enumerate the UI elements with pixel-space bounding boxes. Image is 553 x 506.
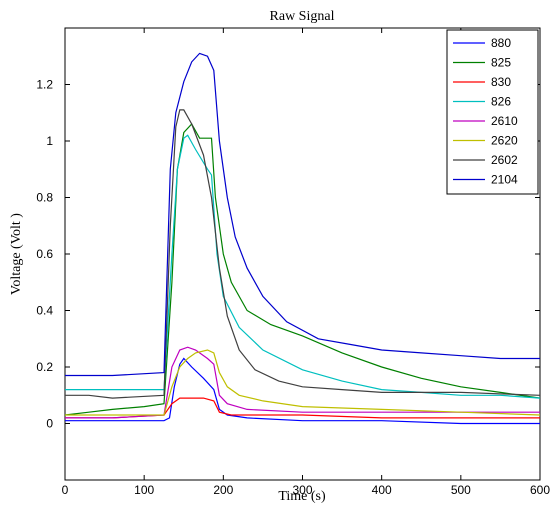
y-tick-label: 0.2: [36, 360, 53, 374]
legend: 880 825 830 826 2610 2620 2602 2104: [446, 29, 539, 195]
series-line-826: [65, 134, 541, 399]
series-line-880: [65, 357, 540, 425]
y-axis-ticks: 0 0.2 0.4 0.6 0.8 1 1.2: [36, 78, 540, 431]
x-tick-label: 0: [62, 483, 69, 497]
legend-box: [446, 29, 539, 195]
legend-label: 2610: [491, 114, 518, 128]
series-line-830: [65, 397, 540, 419]
legend-label: 880: [491, 36, 511, 50]
y-tick-label: 0.8: [36, 191, 53, 205]
legend-label: 2602: [491, 153, 518, 167]
legend-label: 826: [491, 95, 511, 109]
series-line-825: [64, 122, 541, 416]
y-tick-label: 0: [46, 417, 53, 431]
legend-label: 2620: [491, 134, 518, 148]
x-tick-label: 200: [213, 483, 233, 497]
x-tick-label: 400: [372, 483, 392, 497]
series-line-2610: [65, 346, 540, 419]
x-axis-ticks: 0 100 200 300 400 500 600: [62, 28, 550, 497]
series-line-2620: [65, 349, 541, 416]
y-axis-label: Voltage (Volt ): [9, 213, 24, 295]
x-tick-label: 500: [451, 483, 471, 497]
legend-label: 2104: [491, 173, 518, 187]
y-tick-label: 1: [46, 134, 53, 148]
legend-label: 830: [491, 75, 511, 89]
chart-title: Raw Signal: [270, 9, 335, 24]
series-line-2104: [65, 52, 540, 377]
y-tick-label: 1.2: [36, 78, 53, 92]
y-tick-label: 0.6: [36, 247, 53, 261]
legend-label: 825: [491, 56, 511, 70]
x-axis-label: Time (s): [278, 489, 326, 504]
y-tick-label: 0.4: [36, 304, 53, 318]
x-tick-label: 100: [134, 483, 154, 497]
x-tick-label: 300: [292, 483, 312, 497]
series-line-2602: [65, 109, 541, 399]
x-tick-label: 600: [530, 483, 550, 497]
series-lines: [64, 52, 541, 425]
